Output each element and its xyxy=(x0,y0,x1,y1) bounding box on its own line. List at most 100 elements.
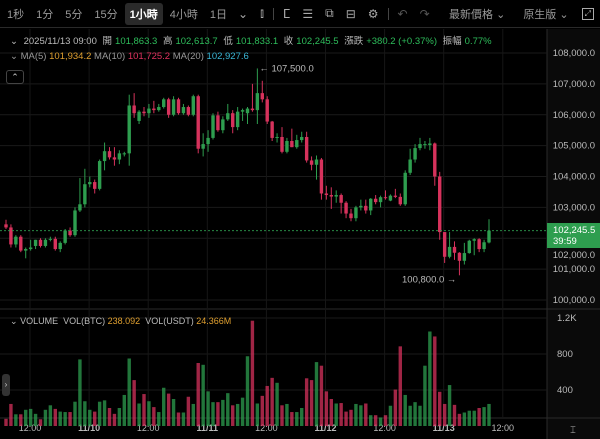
volume-bar xyxy=(127,358,131,426)
expand-icon[interactable]: ⤢ xyxy=(581,7,594,20)
interval-5m[interactable]: 5分 xyxy=(65,8,83,21)
candle-body xyxy=(97,161,102,189)
undo-icon[interactable]: ↶ xyxy=(397,6,408,21)
candle-body xyxy=(447,246,452,257)
volume-bar xyxy=(181,412,186,426)
candle-body xyxy=(221,119,225,131)
volume-bar xyxy=(383,415,388,426)
version-dropdown[interactable]: 原生版 ⌄ xyxy=(523,8,569,21)
price-tick-label: 101,000.0 xyxy=(553,264,595,275)
low-price-marker: 100,800.0 → xyxy=(402,274,456,285)
volume-bar xyxy=(295,412,299,426)
price-tick-label: 105,000.0 xyxy=(553,141,595,152)
candle-body xyxy=(201,144,205,149)
layout-icon[interactable]: ☰ xyxy=(302,6,314,21)
volume-bar xyxy=(260,395,264,426)
interval-15m[interactable]: 15分 xyxy=(94,8,118,21)
side-panel-toggle[interactable]: › xyxy=(2,374,10,396)
candle-body xyxy=(68,230,72,236)
candle-body xyxy=(290,140,294,148)
candle-body xyxy=(157,107,161,111)
amplitude-label: 振幅 xyxy=(442,36,462,47)
volume-bar xyxy=(117,408,122,426)
volume-bar xyxy=(324,391,329,426)
interval-4h[interactable]: 4小時 xyxy=(169,8,198,21)
volume-bar xyxy=(201,364,205,426)
candle-body xyxy=(240,110,245,112)
collapse-volume-icon[interactable]: ⌄ xyxy=(10,316,18,326)
volume-bar xyxy=(329,399,333,426)
template-icon[interactable]: ⊟ xyxy=(345,6,356,21)
ma10-value: 101,725.2 xyxy=(127,51,171,62)
volume-bar xyxy=(398,346,402,426)
volume-bar xyxy=(364,403,368,426)
price-tick-label: 104,000.0 xyxy=(553,172,595,183)
redo-icon[interactable]: ↷ xyxy=(419,6,430,21)
volume-info: ⌄ VOLUME VOL(BTC) 238.092 VOL(USDT) 24.3… xyxy=(10,316,231,327)
ma-info: ⌄ MA(5) 101,934.2 MA(10) 101,725.2 MA(20… xyxy=(10,51,249,62)
volume-bar xyxy=(43,409,48,426)
candle-body xyxy=(408,159,412,173)
ma5-value: 101,934.2 xyxy=(49,51,92,62)
volume-bar xyxy=(339,403,343,426)
chevron-down-icon[interactable]: ⌄ xyxy=(238,6,249,21)
candle-body xyxy=(83,184,87,205)
change-label: 漲跌 xyxy=(344,36,364,47)
candle-body xyxy=(255,93,260,111)
ma5-label: MA(5) xyxy=(20,51,47,62)
time-tick-label: 11/13 xyxy=(433,423,455,433)
candle-body xyxy=(349,213,353,219)
candle-body xyxy=(378,197,383,203)
version-label: 原生版 xyxy=(523,8,557,21)
volume-bar xyxy=(33,413,38,426)
candle-body xyxy=(285,140,289,152)
volume-bar xyxy=(255,403,260,426)
price-type-dropdown[interactable]: 最新價格 ⌄ xyxy=(449,8,506,21)
volume-bar xyxy=(211,402,215,426)
interval-1s[interactable]: 1秒 xyxy=(7,8,25,21)
collapse-button[interactable]: ⌃ xyxy=(6,70,24,84)
indicator-icon[interactable]: ⵎ xyxy=(282,6,291,21)
interval-1m[interactable]: 1分 xyxy=(36,8,54,21)
candle-body xyxy=(300,136,304,141)
volume-bar xyxy=(186,396,191,426)
candle-body xyxy=(334,195,338,197)
drawing-icon[interactable]: ⧉ xyxy=(325,6,334,20)
volume-bar xyxy=(438,391,442,426)
candle-body xyxy=(364,205,368,211)
volume-bar xyxy=(216,402,220,426)
candle-body xyxy=(58,242,62,250)
collapse-info-icon[interactable]: ⌄ xyxy=(10,36,18,47)
candle-body xyxy=(275,136,279,138)
candle-body xyxy=(53,238,57,250)
high-label: 高 xyxy=(162,36,173,47)
candle-body xyxy=(398,196,402,205)
cursor-icon: ⌶ xyxy=(570,425,576,436)
interval-1h[interactable]: 1小時 xyxy=(124,2,163,25)
candle-body xyxy=(73,210,77,236)
candle-body xyxy=(354,207,358,219)
interval-1d[interactable]: 1日 xyxy=(209,8,227,21)
candle-body xyxy=(418,144,422,149)
candle-type-icon[interactable]: ⫾ xyxy=(260,6,264,20)
volume-bar xyxy=(403,394,407,426)
time-tick-label: 12:00 xyxy=(255,423,278,433)
volume-bar xyxy=(157,412,161,426)
time-tick-label: 12:00 xyxy=(137,423,160,433)
candle-body xyxy=(329,195,333,197)
volume-bar xyxy=(373,415,378,426)
gear-icon[interactable]: ⚙ xyxy=(367,6,379,21)
vol-btc-value: 238.092 xyxy=(107,316,141,326)
time-tick-label: 11/12 xyxy=(314,423,336,433)
volume-bar xyxy=(447,385,452,426)
ma20-label: MA(20) xyxy=(172,51,204,62)
collapse-ma-icon[interactable]: ⌄ xyxy=(10,51,18,62)
candle-body xyxy=(171,99,176,115)
candle-body xyxy=(265,99,269,122)
volume-bar xyxy=(137,403,141,426)
volume-bar xyxy=(300,408,304,426)
candle-body xyxy=(260,93,264,100)
candle-body xyxy=(472,239,476,241)
volume-bar xyxy=(28,408,33,426)
